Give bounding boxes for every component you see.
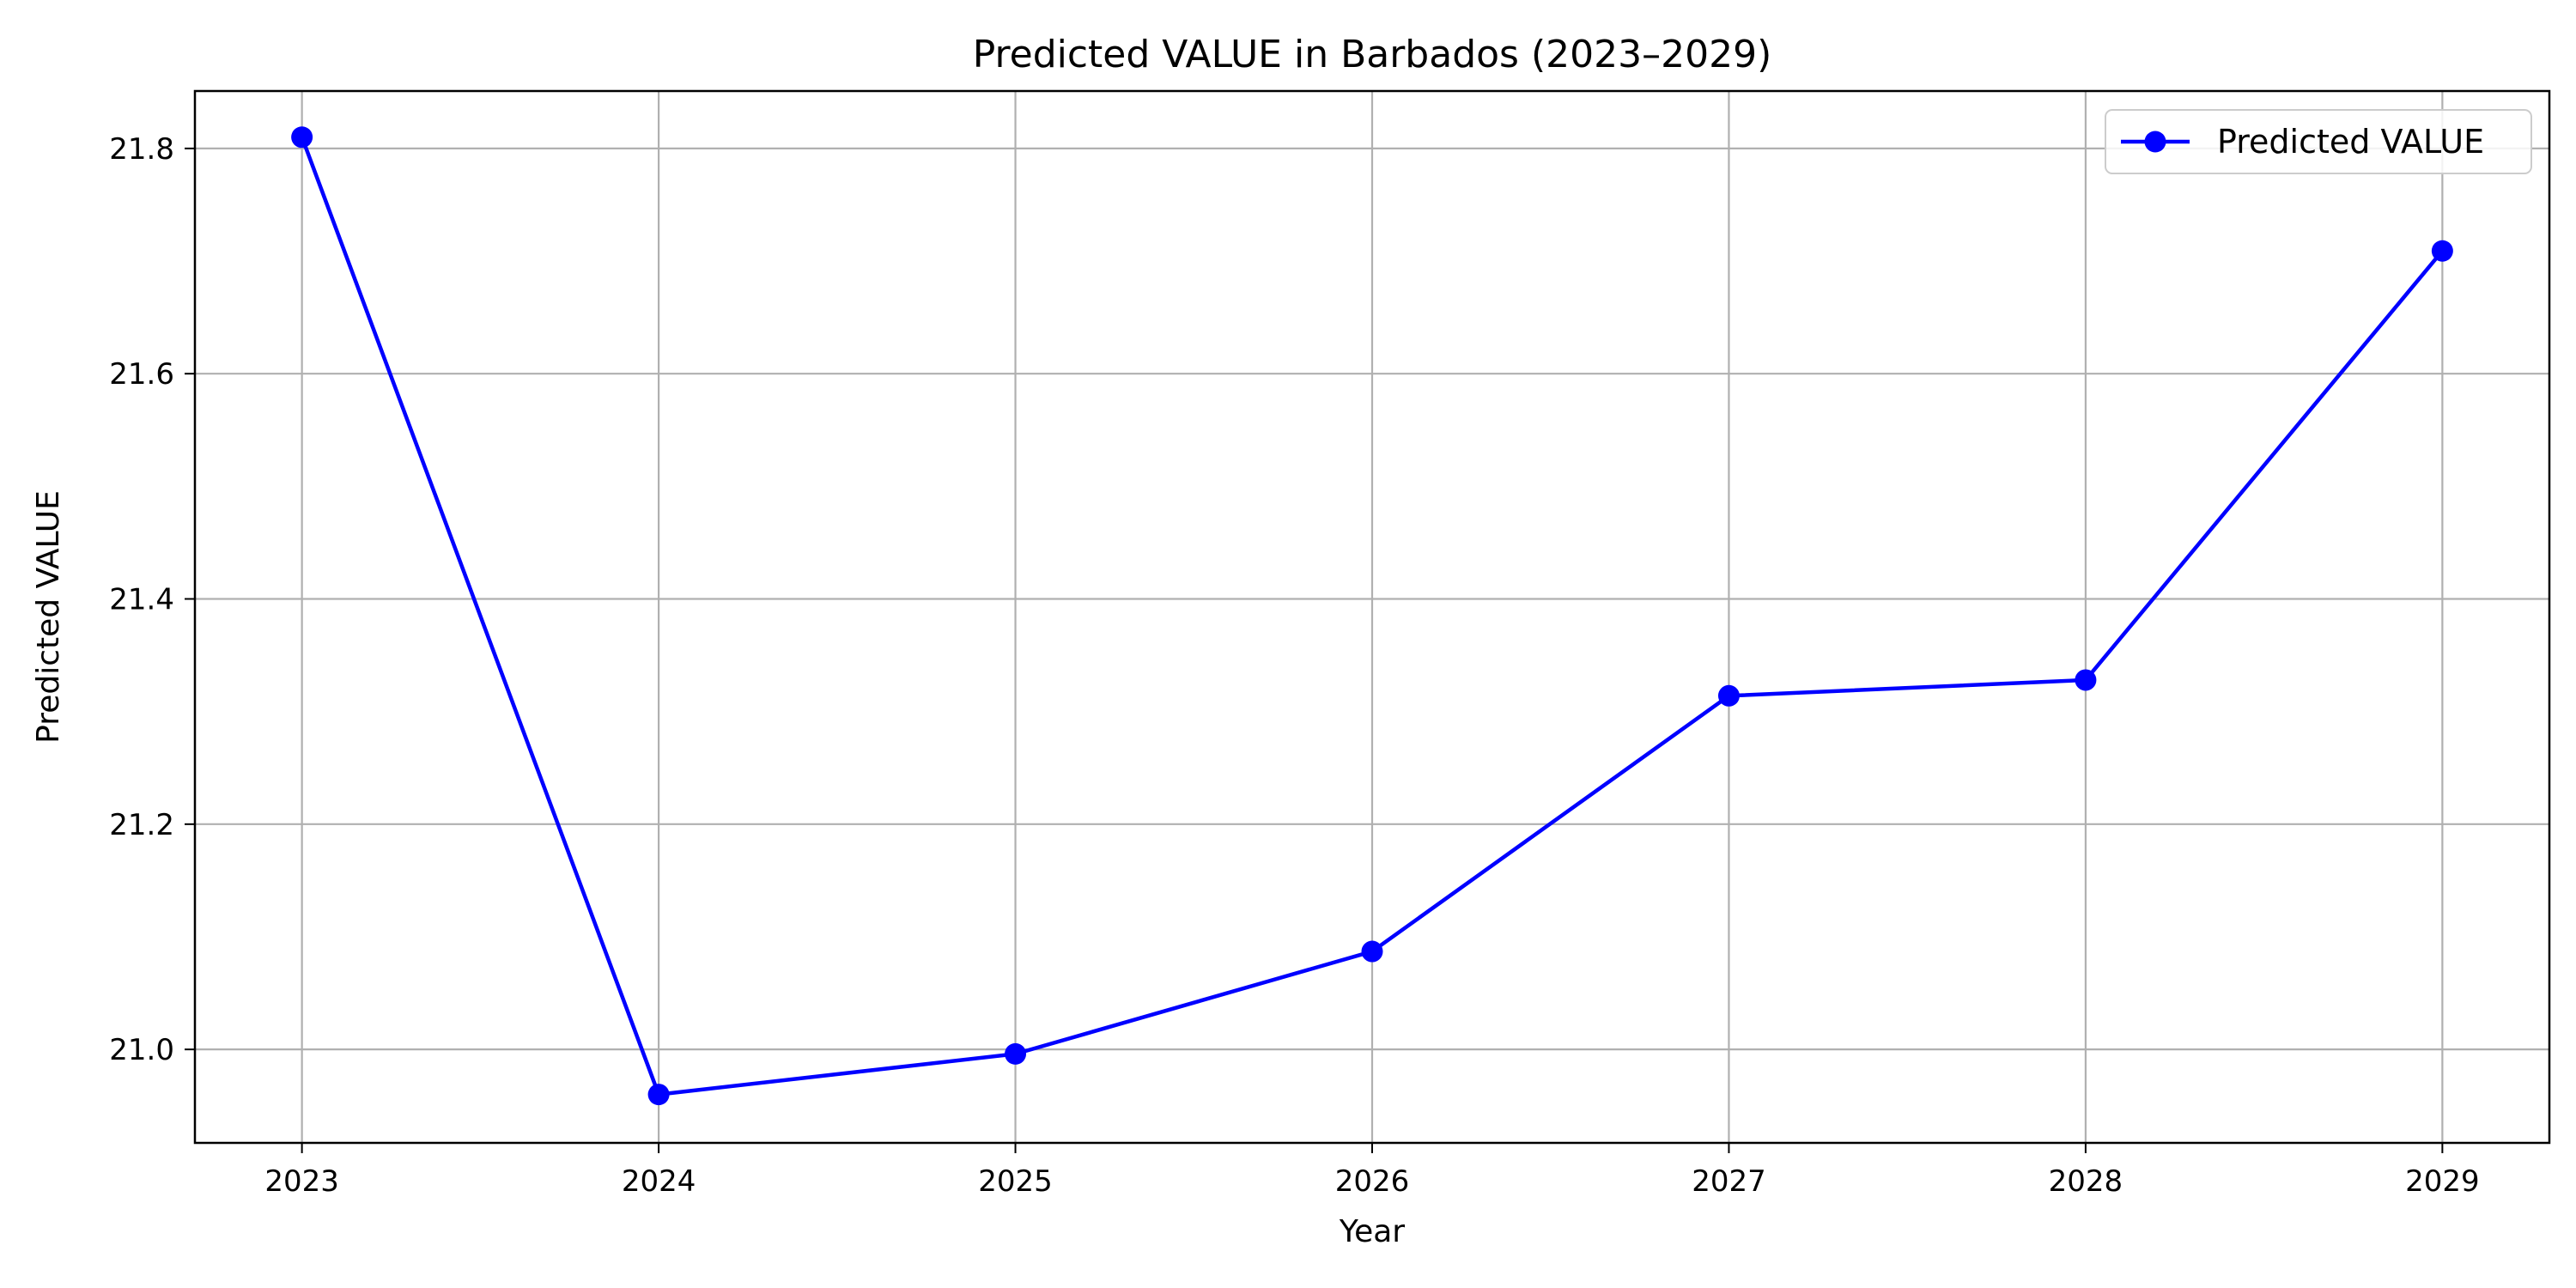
y-tick-label: 21.4 <box>109 583 174 617</box>
legend-marker <box>2144 131 2166 153</box>
x-tick-label: 2027 <box>1692 1164 1766 1199</box>
legend-label: Predicted VALUE <box>2217 123 2484 161</box>
grid <box>195 91 2549 1143</box>
data-point <box>647 1084 670 1106</box>
y-tick-label: 21.0 <box>109 1033 174 1067</box>
y-tick-label: 21.2 <box>109 808 174 842</box>
axis-ticks: 2023 2024 2025 2026 2027 2028 2029 21.0 21.2 21.4… <box>109 132 2479 1199</box>
x-tick-label: 2024 <box>622 1164 696 1199</box>
y-tick-label: 21.6 <box>109 357 174 392</box>
x-tick-label: 2028 <box>2049 1164 2123 1199</box>
series-layer <box>291 126 2453 1106</box>
x-tick-label: 2029 <box>2405 1164 2480 1199</box>
y-tick-label: 21.8 <box>109 132 174 167</box>
data-point <box>2075 669 2097 691</box>
chart-title: Predicted VALUE in Barbados (2023–2029) <box>973 33 1772 76</box>
data-point <box>1717 684 1740 707</box>
data-point <box>291 126 313 149</box>
x-tick-label: 2025 <box>978 1164 1053 1199</box>
x-tick-label: 2026 <box>1335 1164 1410 1199</box>
data-point <box>2431 240 2453 262</box>
x-axis-title: Year <box>1339 1214 1405 1249</box>
x-tick-label: 2023 <box>264 1164 339 1199</box>
data-point <box>1361 940 1383 963</box>
data-point <box>1005 1042 1027 1065</box>
y-axis-title: Predicted VALUE <box>31 490 66 744</box>
legend: Predicted VALUE <box>2105 109 2532 174</box>
legend-box <box>2105 109 2532 174</box>
